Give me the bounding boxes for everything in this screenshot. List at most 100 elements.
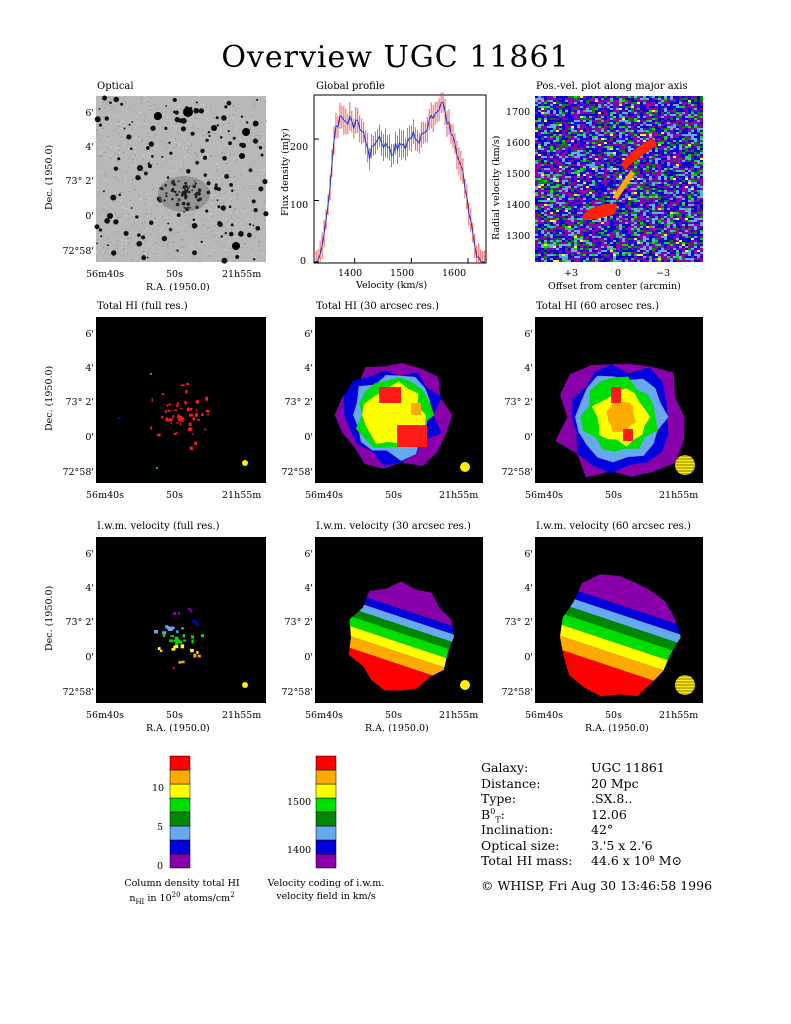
pv-pixel — [604, 220, 608, 223]
pv-pixel — [574, 188, 578, 191]
noise-pixel — [117, 216, 119, 218]
pv-pixel — [622, 152, 626, 155]
pv-pixel — [535, 200, 539, 203]
pv-pixel — [574, 224, 578, 227]
pv-pixel — [580, 106, 584, 109]
pv-pixel — [607, 192, 611, 195]
noise-pixel — [144, 96, 146, 98]
pv-pixel — [634, 176, 638, 179]
pv-pixel — [664, 112, 668, 115]
pv-pixel — [622, 146, 626, 149]
pv-pixel — [586, 156, 590, 159]
pv-pixel — [592, 222, 596, 225]
noise-pixel — [222, 121, 224, 123]
pv-pixel — [571, 190, 575, 193]
pv-pixel — [670, 114, 674, 117]
noise-pixel — [153, 113, 155, 115]
pv-pixel — [688, 184, 692, 187]
pv-pixel — [604, 150, 608, 153]
star — [161, 235, 168, 242]
pv-pixel — [562, 122, 566, 125]
pv-pixel — [598, 186, 602, 189]
pv-pixel — [673, 138, 677, 141]
noise-pixel — [199, 248, 201, 250]
pv-pixel — [685, 182, 689, 185]
pv-pixel — [631, 126, 635, 129]
star — [192, 218, 196, 221]
noise-pixel — [104, 172, 106, 174]
pv-pixel — [652, 122, 656, 125]
pv-pixel — [610, 146, 614, 149]
pv-pixel — [697, 162, 701, 165]
noise-pixel — [177, 232, 179, 234]
pv-pixel — [655, 148, 659, 151]
pv-pixel — [562, 134, 566, 137]
pv-pixel — [637, 104, 641, 107]
noise-pixel — [192, 99, 194, 101]
pv-pixel — [586, 180, 590, 183]
pv-pixel — [625, 154, 629, 157]
pv-pixel — [691, 102, 695, 105]
pv-pixel — [544, 208, 548, 211]
star — [258, 146, 263, 150]
pv-pixel — [586, 200, 590, 203]
pv-pixel — [589, 166, 593, 169]
noise-pixel — [211, 215, 213, 217]
noise-pixel — [115, 193, 117, 195]
pv-pixel — [679, 138, 683, 141]
noise-pixel — [248, 139, 250, 141]
star — [200, 240, 203, 243]
pv-pixel — [559, 138, 563, 141]
pv-pixel — [550, 186, 554, 189]
pv-pixel — [613, 124, 617, 127]
pv-pixel — [598, 106, 602, 109]
noise-pixel — [177, 227, 179, 229]
pv-pixel — [571, 184, 575, 187]
pv-pixel — [571, 100, 575, 103]
pv-pixel — [646, 184, 650, 187]
pv-pixel — [631, 150, 635, 153]
pv-pixel — [556, 228, 560, 231]
pv-pixel — [682, 152, 686, 155]
pv-pixel — [619, 120, 623, 123]
noise-pixel — [122, 120, 124, 122]
noise-pixel — [165, 143, 167, 145]
pv-pixel — [679, 202, 683, 205]
pv-pixel — [604, 134, 608, 137]
pv-pixel — [631, 216, 635, 219]
pv-pixel — [697, 102, 701, 105]
galaxy-knot — [165, 194, 168, 198]
pv-pixel — [556, 158, 560, 161]
pv-pixel — [538, 208, 542, 211]
pv-pixel — [670, 152, 674, 155]
noise-pixel — [177, 121, 179, 123]
pv-pixel — [631, 166, 635, 169]
pv-pixel — [535, 142, 539, 145]
pv-pixel — [622, 158, 626, 161]
noise-pixel — [173, 129, 175, 131]
noise-pixel — [171, 242, 173, 244]
pv-pixel — [544, 122, 548, 125]
pv-pixel — [649, 206, 653, 209]
pv-pixel — [595, 174, 599, 177]
pv-pixel — [685, 200, 689, 203]
pv-pixel — [661, 226, 665, 229]
pv-pixel — [676, 206, 680, 209]
pv-pixel — [685, 132, 689, 135]
pv-pixel — [586, 170, 590, 173]
pv-pixel — [607, 106, 611, 109]
star — [141, 255, 147, 261]
pv-pixel — [553, 110, 557, 113]
pv-pixel — [658, 156, 662, 159]
pv-pixel — [577, 230, 581, 233]
star — [128, 123, 131, 126]
noise-pixel — [261, 169, 263, 171]
pv-pixel — [643, 116, 647, 119]
pv-pixel — [565, 218, 569, 221]
profile-frame — [313, 94, 487, 264]
noise-pixel — [207, 180, 209, 182]
noise-pixel — [122, 98, 124, 100]
pv-pixel — [664, 162, 668, 165]
pv-pixel — [613, 228, 617, 231]
galaxy-knot — [178, 191, 181, 193]
